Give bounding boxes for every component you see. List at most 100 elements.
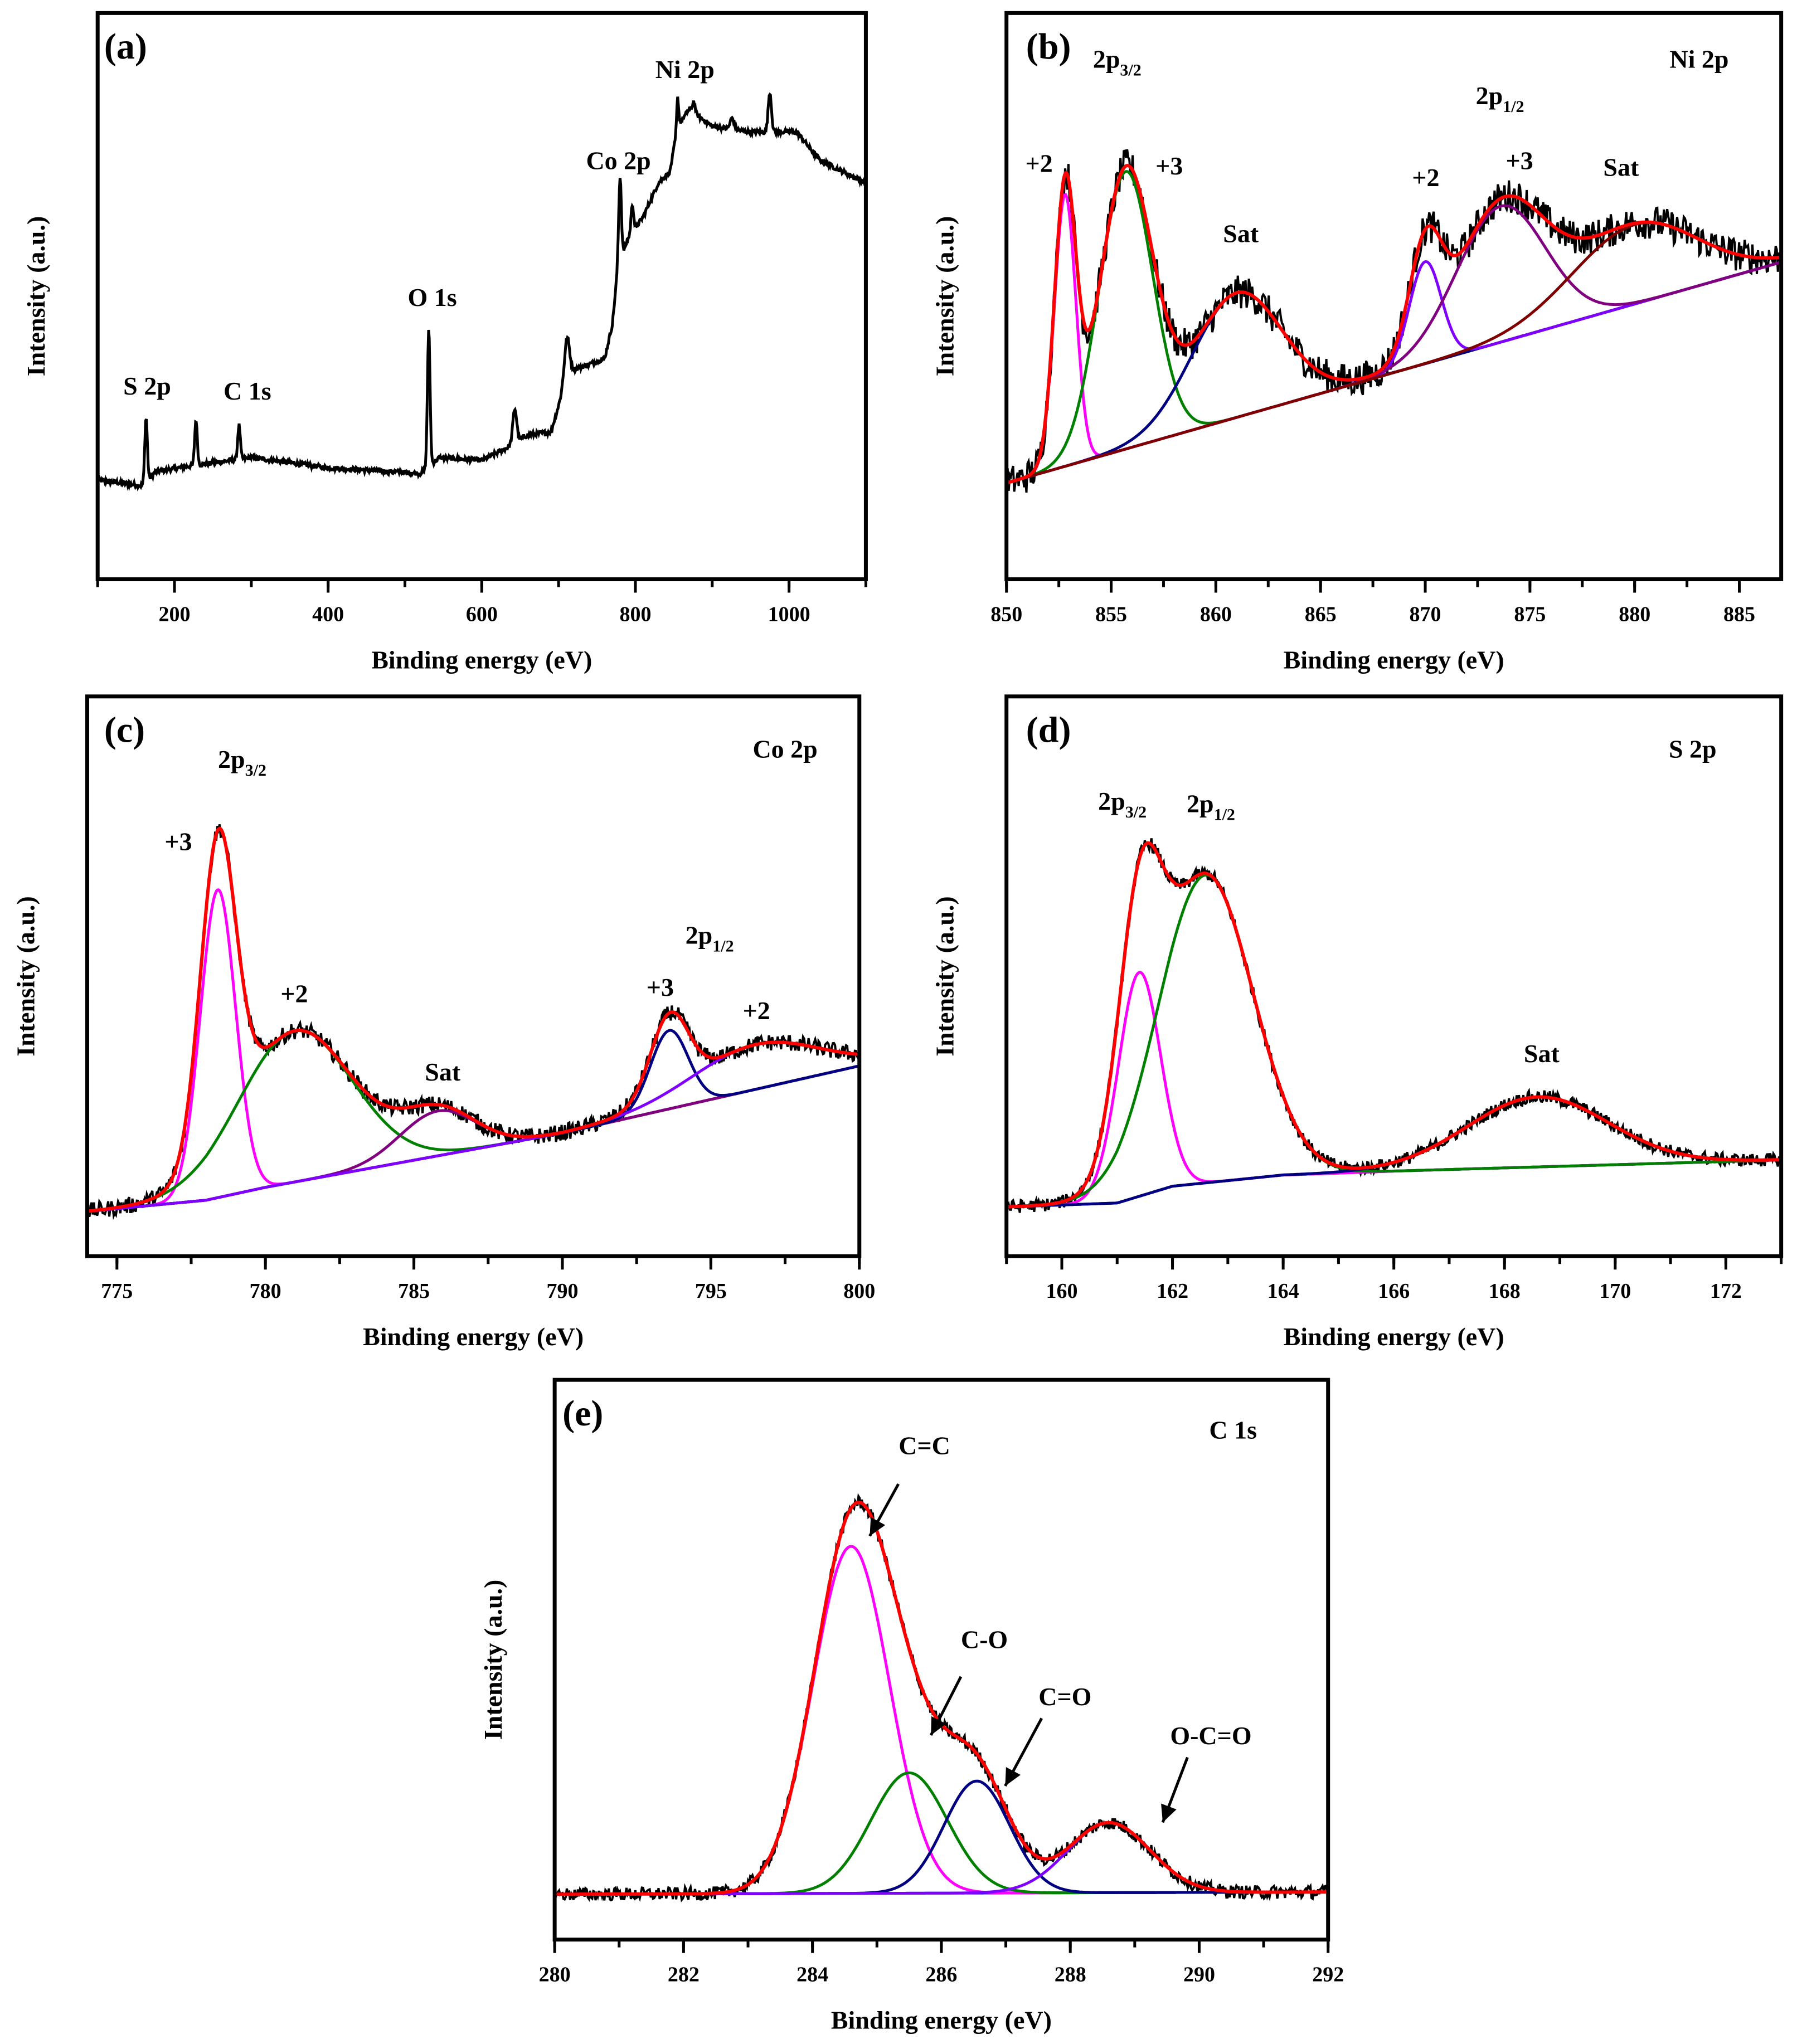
annotation-text: Sat — [1603, 153, 1639, 181]
annotation-subscript: 3/2 — [1125, 803, 1147, 821]
x-tick-label: 166 — [1378, 1279, 1410, 1303]
annotation-subscript: 3/2 — [1120, 61, 1141, 79]
peak-annotation: C=C — [898, 1431, 950, 1459]
peak-annotation: Sat — [1223, 219, 1259, 247]
peak-annotation: 2p1/2 — [1476, 81, 1524, 116]
y-axis-label: Intensity (a.u.) — [479, 1580, 507, 1740]
peak-annotation: +2 — [743, 996, 770, 1025]
annotation-subscript: 1/2 — [712, 937, 734, 956]
x-tick-label: 880 — [1619, 603, 1650, 626]
arrow-head-icon — [1005, 1767, 1021, 1786]
x-axis-label: Binding energy (eV) — [1284, 646, 1504, 674]
fit-component-5 — [87, 1040, 860, 1213]
panel-label: (a) — [104, 26, 147, 67]
x-axis-label: Binding energy (eV) — [831, 2006, 1052, 2035]
annotation-text: Ni 2p — [1669, 45, 1728, 73]
peak-annotation: +3 — [164, 827, 192, 855]
arrow-head-icon — [1161, 1803, 1177, 1823]
annotation-text: (c) — [104, 710, 145, 751]
annotation-text: +3 — [1155, 152, 1183, 180]
x-tick-label: 790 — [546, 1279, 578, 1303]
annotation-text: 2p — [1476, 81, 1503, 110]
annotation-text: (e) — [562, 1393, 603, 1434]
peak-annotation: Sat — [1603, 153, 1639, 181]
x-tick-label: 855 — [1095, 603, 1127, 626]
annotation-text: Sat — [1524, 1039, 1560, 1068]
annotation-subscript: 1/2 — [1503, 98, 1524, 116]
peak-annotation: Ni 2p — [1669, 45, 1728, 73]
annotation-text: +2 — [743, 996, 770, 1025]
panel-label: (c) — [104, 710, 145, 751]
y-axis-label: Intensity (a.u.) — [931, 896, 959, 1057]
panel-label: (d) — [1026, 710, 1071, 751]
x-tick-label: 160 — [1046, 1279, 1078, 1303]
x-tick-label: 288 — [1055, 1963, 1086, 1987]
peak-annotation: O-C=O — [1170, 1721, 1251, 1750]
fit-envelope-line — [555, 1500, 1328, 1896]
peak-annotation: 2p1/2 — [686, 921, 734, 956]
peak-annotation: +2 — [280, 980, 308, 1008]
peak-annotation: Ni 2p — [655, 55, 715, 84]
x-tick-label: 1000 — [768, 603, 810, 626]
peak-annotation: Co 2p — [752, 735, 817, 763]
annotation-text: C=O — [1038, 1682, 1091, 1711]
peak-annotation: +2 — [1412, 163, 1439, 192]
annotation-text: Sat — [425, 1058, 461, 1086]
peak-annotation: +2 — [1026, 149, 1053, 177]
raw-spectrum-line — [1006, 838, 1783, 1213]
x-tick-label: 875 — [1514, 603, 1546, 626]
annotation-text: Co 2p — [752, 735, 817, 763]
peak-annotation: 2p3/2 — [1093, 45, 1142, 79]
annotation-text: 2p — [1098, 787, 1125, 815]
annotation-text: S 2p — [123, 372, 171, 400]
fit-component-3 — [87, 1064, 860, 1213]
x-tick-label: 162 — [1157, 1279, 1188, 1303]
x-tick-label: 286 — [925, 1963, 957, 1987]
peak-annotation: C-O — [961, 1625, 1008, 1653]
annotation-text: Co 2p — [586, 147, 650, 175]
panel-d: 160 162 164 166 168 170 172 Binding energy (eV)… — [931, 694, 1784, 1351]
x-tick-label: 164 — [1267, 1279, 1299, 1303]
x-tick-label: 860 — [1200, 603, 1232, 626]
x-tick-label: 795 — [695, 1279, 727, 1303]
peak-annotation: 2p3/2 — [1098, 787, 1147, 821]
x-tick-label: 200 — [159, 603, 191, 626]
annotation-text: 2p — [686, 921, 713, 950]
peak-annotation: S 2p — [123, 372, 171, 400]
x-tick-label: 870 — [1410, 603, 1441, 626]
panel-c: 775 780 785 790 795 800 Binding energy (eV) Int… — [12, 694, 875, 1351]
annotation-text: 2p — [1093, 45, 1120, 73]
x-tick-label: 284 — [796, 1963, 828, 1987]
peak-annotation: 2p3/2 — [218, 745, 266, 780]
x-tick-label: 780 — [250, 1279, 281, 1303]
panel-label: (e) — [562, 1393, 603, 1434]
annotation-text: Ni 2p — [655, 55, 715, 84]
plot-frame — [95, 11, 868, 582]
fit-component-2 — [1006, 873, 1781, 1209]
peak-annotation: Sat — [425, 1058, 461, 1086]
fit-component-1 — [555, 1545, 1328, 1896]
plot-frame — [552, 1378, 1330, 1942]
x-tick-label: 168 — [1489, 1279, 1521, 1303]
y-axis-label: Intensity (a.u.) — [22, 216, 50, 377]
peak-annotation: C 1s — [1209, 1415, 1257, 1444]
plot-frame — [85, 694, 862, 1258]
panel-label: (b) — [1026, 26, 1071, 67]
annotation-text: C 1s — [224, 377, 271, 405]
annotation-text: (d) — [1026, 710, 1071, 751]
background-line — [87, 1064, 860, 1213]
peak-annotation: O 1s — [407, 283, 456, 312]
annotation-text: S 2p — [1669, 735, 1717, 763]
peak-annotation: +3 — [647, 973, 674, 1001]
fit-envelope-line — [87, 826, 860, 1213]
panel-a: 200 400 600 800 1000 Binding energy (eV) Inten… — [22, 11, 868, 674]
x-tick-label: 885 — [1723, 603, 1755, 626]
fit-envelope-line — [1006, 163, 1781, 485]
annotation-text: 2p — [218, 745, 245, 773]
panel-e: 280 282 284 286 288 290 292 Binding energy (eV)… — [479, 1378, 1344, 2035]
annotation-text: +2 — [280, 980, 308, 1008]
x-tick-label: 775 — [101, 1279, 133, 1303]
peak-annotation: +3 — [1155, 152, 1183, 180]
plot-frame — [1004, 11, 1784, 582]
